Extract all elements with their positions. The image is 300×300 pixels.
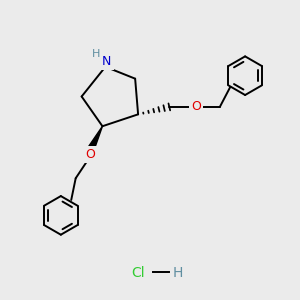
Text: Cl: Cl xyxy=(131,266,145,280)
Text: H: H xyxy=(173,266,183,280)
Text: H: H xyxy=(92,49,100,59)
Text: O: O xyxy=(85,148,95,161)
Text: O: O xyxy=(191,100,201,113)
Text: N: N xyxy=(102,55,112,68)
Polygon shape xyxy=(88,126,102,150)
